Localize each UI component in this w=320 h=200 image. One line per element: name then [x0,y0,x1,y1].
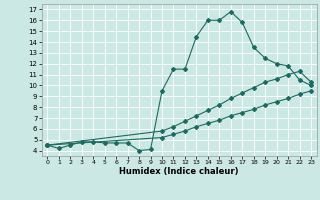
X-axis label: Humidex (Indice chaleur): Humidex (Indice chaleur) [119,167,239,176]
